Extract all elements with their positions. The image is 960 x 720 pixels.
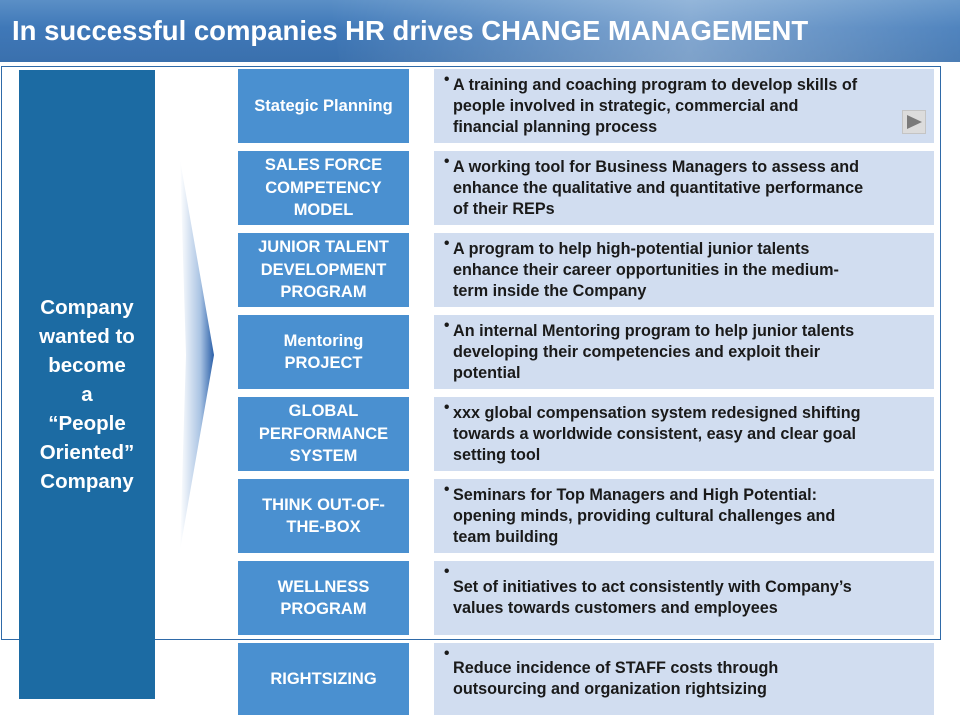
row-label-mentoring: Mentoring PROJECT: [238, 315, 409, 389]
row-label-think-out-of-the-box: THINK OUT-OF- THE-BOX: [238, 479, 409, 553]
row-description-text: Set of initiatives to act consistently w…: [453, 578, 852, 617]
row-description-5: • xxx global compensation system redesig…: [434, 397, 934, 471]
row-description-text: Reduce incidence of STAFF costs through …: [453, 659, 779, 698]
row-description-text: Seminars for Top Managers and High Poten…: [453, 485, 836, 546]
bullet-icon: •: [444, 317, 450, 334]
content-frame: [1, 66, 941, 640]
row-label-text: JUNIOR TALENT DEVELOPMENT PROGRAM: [258, 238, 389, 302]
row-description-3: • A program to help high-potential junio…: [434, 233, 934, 307]
row-label-global-performance: GLOBAL PERFORMANCE SYSTEM: [238, 397, 409, 471]
row-description-text: An internal Mentoring program to help ju…: [453, 321, 855, 382]
row-label-sales-force: SALES FORCE COMPETENCY MODEL: [238, 151, 409, 225]
row-label-wellness: WELLNESS PROGRAM: [238, 561, 409, 635]
bullet-icon: •: [444, 71, 450, 88]
play-icon[interactable]: [902, 110, 926, 134]
bullet-icon: •: [444, 563, 450, 580]
row-description-4: • An internal Mentoring program to help …: [434, 315, 934, 389]
row-label-text: RIGHTSIZING: [270, 669, 377, 688]
row-description-text: A working tool for Business Managers to …: [453, 157, 864, 218]
left-panel: Company wanted to become a “People Orien…: [19, 70, 155, 699]
play-icon-glyph: [907, 115, 922, 129]
row-description-7: • Set of initiatives to act consistently…: [434, 561, 934, 635]
row-description-1: • A training and coaching program to dev…: [434, 69, 934, 143]
row-description-6: • Seminars for Top Managers and High Pot…: [434, 479, 934, 553]
row-description-2: • A working tool for Business Managers t…: [434, 151, 934, 225]
bullet-icon: •: [444, 399, 450, 416]
bullet-icon: •: [444, 153, 450, 170]
row-label-text: GLOBAL PERFORMANCE SYSTEM: [258, 402, 389, 466]
row-label-rightsizing: RIGHTSIZING: [238, 643, 409, 715]
row-label-text: SALES FORCE COMPETENCY MODEL: [264, 156, 383, 220]
row-label-strategic-planning: Stategic Planning: [238, 69, 409, 143]
left-panel-text: Company wanted to become a “People Orien…: [39, 296, 135, 493]
bullet-icon: •: [444, 235, 450, 252]
bullet-icon: •: [444, 481, 450, 498]
bullet-icon: •: [444, 645, 450, 662]
row-label-junior-talent: JUNIOR TALENT DEVELOPMENT PROGRAM: [238, 233, 409, 307]
row-label-text: THINK OUT-OF- THE-BOX: [262, 495, 385, 537]
row-description-text: A program to help high-potential junior …: [453, 239, 839, 300]
row-description-text: xxx global compensation system redesigne…: [453, 403, 861, 464]
row-description-text: A training and coaching program to devel…: [453, 75, 858, 136]
row-label-text: Stategic Planning: [254, 96, 393, 115]
chevron-arrow: [180, 160, 214, 550]
row-description-8: • Reduce incidence of STAFF costs throug…: [434, 643, 934, 715]
page-title: In successful companies HR drives CHANGE…: [12, 15, 809, 46]
title-bar: In successful companies HR drives CHANGE…: [0, 0, 960, 62]
row-label-text: Mentoring PROJECT: [283, 331, 364, 373]
row-label-text: WELLNESS PROGRAM: [277, 577, 370, 619]
